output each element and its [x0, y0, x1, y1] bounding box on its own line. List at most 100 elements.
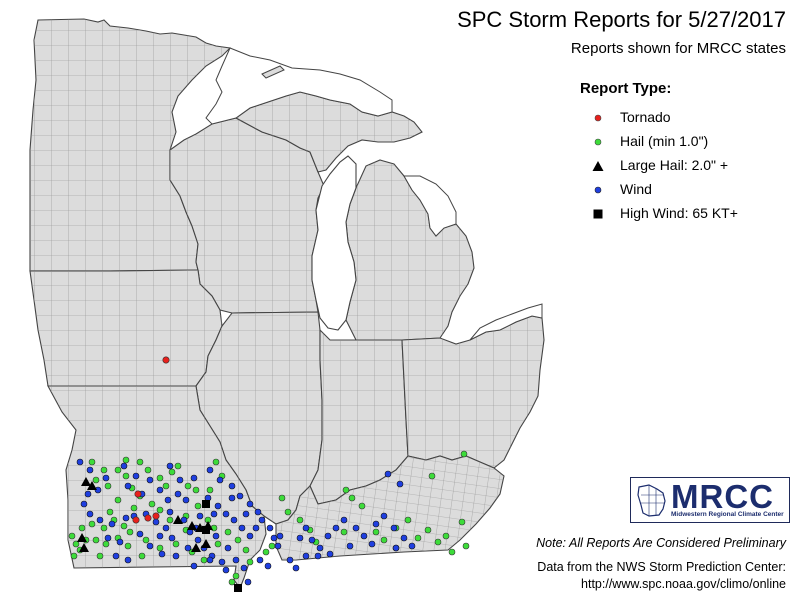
hail-report-marker: [72, 540, 80, 548]
lakes-layer: [205, 47, 543, 341]
hail-report-marker: [162, 482, 170, 490]
hail-report-marker: [184, 482, 192, 490]
wind-report-marker: [176, 476, 184, 484]
hail-report-marker: [424, 526, 432, 534]
black-square-icon: [592, 207, 604, 219]
wind-report-marker: [184, 544, 192, 552]
hail-report-marker: [262, 548, 270, 556]
storm-reports-layer: [68, 356, 470, 592]
wind-report-marker: [316, 544, 324, 552]
hail-report-marker: [372, 528, 380, 536]
hail-report-marker: [68, 532, 76, 540]
wind-report-marker: [392, 544, 400, 552]
map-title: SPC Storm Reports for 5/27/2017: [457, 7, 786, 32]
wind-report-marker: [102, 474, 110, 482]
wind-report-marker: [96, 516, 104, 524]
isle-royale: [261, 65, 285, 79]
wind-report-marker: [326, 550, 334, 558]
large-hail-report-marker: [201, 539, 211, 548]
hail-report-marker: [100, 466, 108, 474]
wind-report-marker: [270, 534, 278, 542]
wind-report-marker: [228, 494, 236, 502]
wind-report-marker: [256, 556, 264, 564]
hail-report-marker: [434, 538, 442, 546]
hail-report-marker: [144, 466, 152, 474]
wind-report-marker: [372, 520, 380, 528]
wind-report-marker: [264, 562, 272, 570]
wind-report-marker: [252, 524, 260, 532]
wind-report-marker: [266, 524, 274, 532]
hail-report-marker: [448, 548, 456, 556]
wind-report-marker: [216, 476, 224, 484]
logo-tagline: Midwestern Regional Climate Center: [671, 511, 784, 518]
wind-report-marker: [352, 524, 360, 532]
midwest-states-logo-icon: [637, 484, 666, 517]
hail-report-marker: [414, 534, 422, 542]
legend-label-hail: Hail (min 1.0"): [620, 133, 709, 149]
tornado-report-marker: [152, 512, 160, 520]
hail-report-marker: [166, 516, 174, 524]
wind-report-marker: [206, 556, 214, 564]
green-dot-icon: [592, 135, 604, 147]
hail-report-marker: [88, 520, 96, 528]
wind-report-marker: [156, 486, 164, 494]
legend-label-high-wind: High Wind: 65 KT+: [620, 205, 738, 221]
large-hail-report-marker: [87, 481, 97, 490]
wind-report-marker: [196, 512, 204, 520]
high-wind-report-marker: [202, 526, 210, 534]
wind-report-marker: [158, 550, 166, 558]
wind-report-marker: [360, 532, 368, 540]
hail-report-marker: [156, 506, 164, 514]
hail-report-marker: [428, 472, 436, 480]
wind-report-marker: [120, 462, 128, 470]
wind-report-marker: [274, 542, 282, 550]
hail-report-marker: [92, 536, 100, 544]
legend-item-high-wind: High Wind: 65 KT+: [592, 204, 738, 222]
lake-superior: [205, 47, 393, 125]
hail-report-marker: [168, 468, 176, 476]
wind-report-marker: [194, 536, 202, 544]
wind-report-marker: [112, 552, 120, 560]
wind-report-marker: [308, 536, 316, 544]
hail-report-marker: [210, 524, 218, 532]
wind-report-marker: [222, 510, 230, 518]
data-credit: Data from the NWS Storm Prediction Cente…: [537, 560, 786, 574]
wind-report-marker: [108, 520, 116, 528]
large-hail-report-marker: [187, 521, 197, 530]
wind-report-marker: [146, 476, 154, 484]
hail-report-marker: [340, 528, 348, 536]
wind-report-marker: [254, 508, 262, 516]
hail-report-marker: [278, 494, 286, 502]
hail-report-marker: [114, 466, 122, 474]
hail-report-marker: [228, 578, 236, 586]
wind-report-marker: [384, 470, 392, 478]
wind-report-marker: [302, 524, 310, 532]
wind-report-marker: [380, 512, 388, 520]
hail-report-marker: [342, 486, 350, 494]
large-hail-report-marker: [81, 477, 91, 486]
hail-report-marker: [296, 516, 304, 524]
hail-report-marker: [138, 552, 146, 560]
wind-report-marker: [224, 544, 232, 552]
hail-report-marker: [100, 524, 108, 532]
hail-report-marker: [88, 458, 96, 466]
wind-report-marker: [116, 538, 124, 546]
legend-item-hail: Hail (min 1.0"): [592, 132, 708, 150]
wind-report-marker: [276, 532, 284, 540]
wind-report-marker: [332, 524, 340, 532]
wind-report-marker: [84, 490, 92, 498]
wind-report-marker: [104, 534, 112, 542]
wind-report-marker: [164, 496, 172, 504]
wind-report-marker: [214, 502, 222, 510]
hail-report-marker: [224, 528, 232, 536]
lake-erie: [469, 303, 543, 341]
legend-item-wind: Wind: [592, 180, 652, 198]
wind-report-marker: [166, 508, 174, 516]
large-hail-report-marker: [79, 543, 89, 552]
wind-report-marker: [212, 532, 220, 540]
hail-report-marker: [106, 508, 114, 516]
large-hail-report-marker: [173, 515, 183, 524]
wind-report-marker: [180, 516, 188, 524]
wind-report-marker: [190, 474, 198, 482]
